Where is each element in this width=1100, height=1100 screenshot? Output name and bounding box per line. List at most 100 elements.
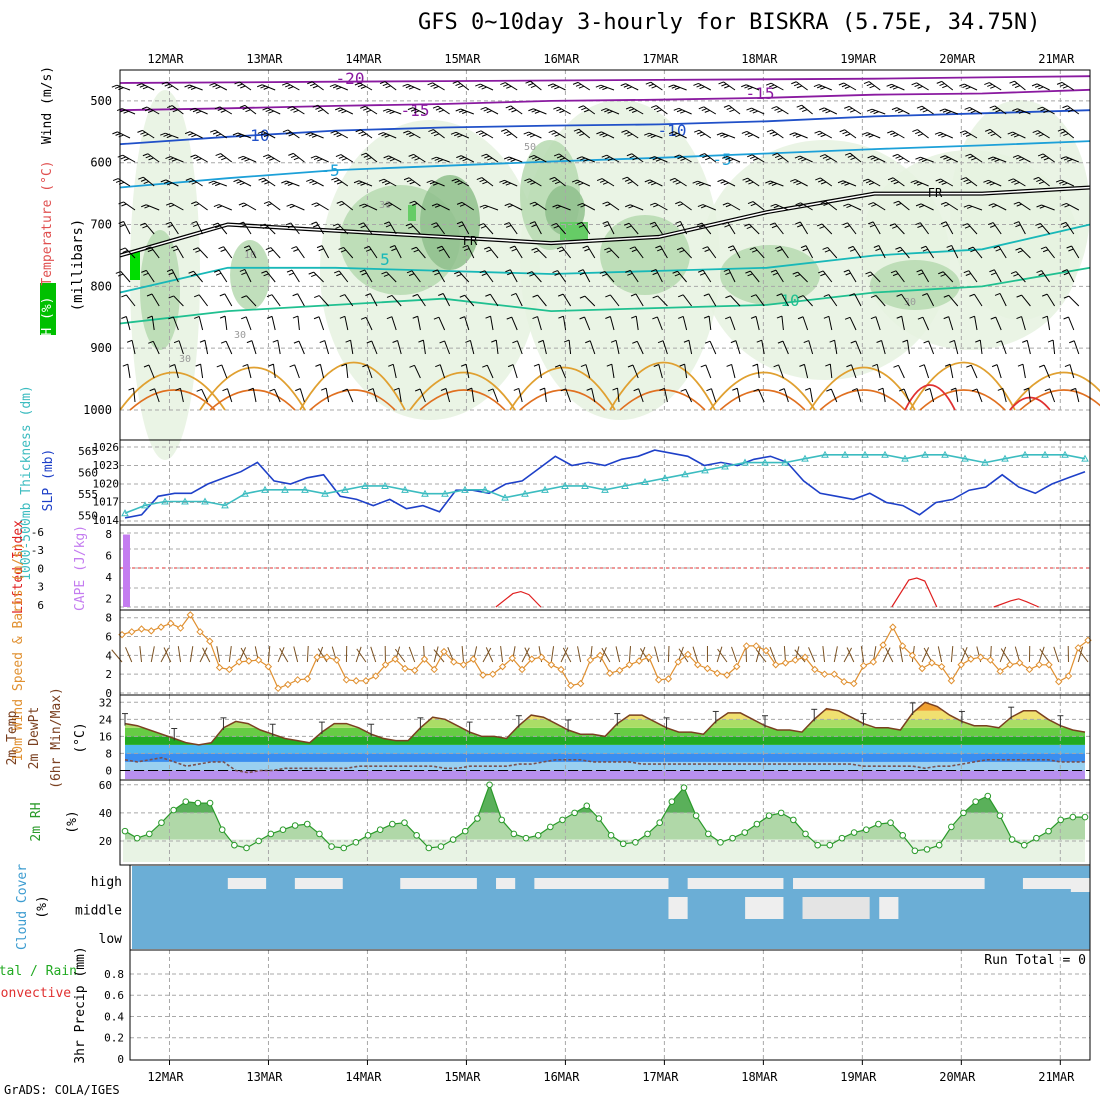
wind-barb [705, 364, 712, 379]
surface-wind-barb [628, 646, 632, 663]
wind-barb-feather [797, 157, 804, 161]
wind-barb [830, 388, 838, 403]
wind-barb-feather [262, 226, 268, 230]
wind-barb-feather [487, 388, 494, 392]
wind-barb-feather [122, 363, 128, 367]
wind-speed-marker [645, 653, 653, 661]
wind-barb [895, 270, 905, 283]
wind-barb-feather [160, 132, 166, 136]
wind-barb-feather [741, 130, 748, 134]
wind-barb [1021, 294, 1031, 307]
wind-barb-feather [486, 110, 493, 114]
wind-barb-feather [793, 180, 799, 184]
wind-barb-feather [454, 180, 460, 184]
wind-speed-marker [586, 656, 595, 664]
wind-barb-feather [966, 205, 973, 209]
wind-barb-feather [211, 181, 218, 185]
wind-speed-marker [186, 611, 195, 619]
wind-barb [245, 316, 252, 331]
wind-barb-feather [604, 224, 610, 228]
wind-barb-feather [773, 364, 779, 368]
wind-barb [386, 271, 397, 283]
isotherm-warm [1009, 371, 1100, 411]
wind-barb-feather [680, 110, 686, 114]
wind-barb-feather [1012, 82, 1018, 86]
wind-barb-feather [1015, 109, 1021, 113]
thickness-marker [501, 493, 509, 501]
wind-barb-feather [190, 87, 197, 90]
wind-barb-feather [868, 182, 875, 186]
slp-tick-label: 1014 [93, 514, 120, 527]
wind-barb-feather [648, 83, 654, 87]
wind-barb [828, 316, 833, 331]
wind-barb [709, 341, 717, 355]
wind-barb [609, 316, 615, 331]
wind-barb-feather [750, 294, 757, 298]
wind-barb-feather [341, 110, 347, 114]
wind-barb-feather [437, 159, 444, 163]
wind-barb-feather [777, 109, 783, 113]
thickness-axis-label: 1000-500mb Thickness (dm) [19, 385, 34, 581]
date-label-top: 17MAR [642, 52, 679, 66]
wind-barb [171, 269, 179, 283]
wind-barb [1020, 247, 1031, 259]
wind-barb-feather [439, 340, 445, 344]
wind-barb [746, 130, 760, 139]
wind-barb-feather [244, 158, 250, 162]
wind-barb [754, 247, 765, 259]
wind-barb-feather [191, 181, 197, 185]
wind-barb-feather [263, 134, 270, 138]
rh2m-marker [850, 829, 858, 836]
wind-barb-feather [457, 182, 463, 185]
rh2m-marker [352, 839, 360, 846]
thickness-marker [601, 485, 609, 493]
wind-barb [680, 221, 688, 235]
wind-barb-feather [142, 86, 149, 90]
wind-barb-feather [312, 182, 318, 186]
wind-speed-marker [713, 669, 721, 677]
wind-barb [818, 84, 832, 91]
wind-barb-feather [732, 387, 738, 391]
wind-barb-feather [554, 133, 560, 137]
wind-barb [634, 246, 644, 259]
wind-barb-feather [295, 388, 301, 392]
wind-barb-feather [340, 249, 347, 253]
wind-tick-label: 8 [105, 612, 112, 625]
rh2m-marker [862, 826, 870, 834]
wind-barb-feather [361, 133, 367, 137]
wind-barb-feather [725, 295, 731, 299]
wind-barb-feather [889, 223, 896, 227]
wind-barb-feather [118, 134, 124, 138]
precip-axis-label-1: Total / Rain [0, 964, 77, 979]
cape-tick-label: 2 [105, 593, 112, 606]
wind-barb-feather [433, 133, 440, 137]
wind-barb [797, 271, 808, 283]
wind-barb [298, 340, 305, 355]
wind-barb-feather [820, 200, 826, 204]
wind-barb-feather [776, 315, 783, 319]
wind-barb-feather [576, 156, 583, 160]
wind-barb-feather [940, 201, 947, 205]
wind-barb-feather [696, 131, 703, 135]
wind-barb-feather [744, 85, 750, 89]
wind-barb-feather [502, 181, 508, 185]
wind-barb-feather [260, 85, 266, 89]
wind-barb [345, 364, 349, 379]
thickness-marker [741, 458, 749, 466]
surface-wind-barb [355, 646, 362, 663]
wind-barb-feather [669, 177, 676, 181]
wind-barb [124, 247, 136, 259]
wind-barb-feather [730, 340, 737, 344]
wind-barb-feather [702, 246, 708, 250]
wind-barb-feather [319, 340, 325, 344]
wind-barb-feather [263, 86, 269, 90]
wind-barb-feather [800, 245, 807, 249]
rh2m-marker [729, 834, 736, 842]
wind-barb-feather [309, 180, 315, 184]
surface-wind-barb [601, 647, 611, 663]
wind-barb-feather [161, 81, 167, 85]
wind-barb [1041, 270, 1051, 283]
wind-barb-feather [305, 132, 311, 136]
wind-barb [321, 245, 330, 259]
wind-barb-feather [171, 158, 178, 162]
